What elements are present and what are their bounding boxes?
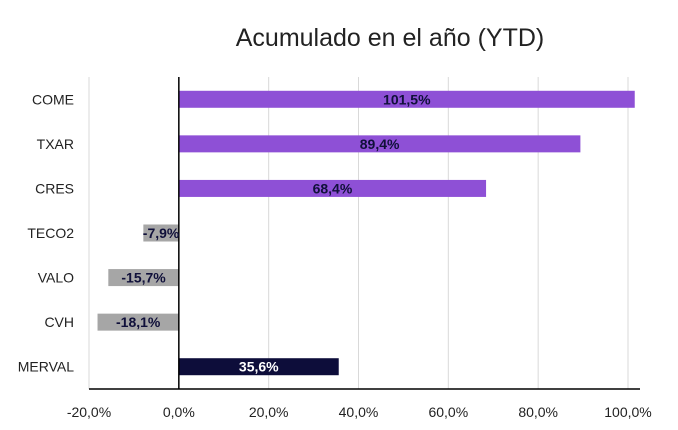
category-label: VALO (38, 270, 74, 286)
bar (178, 179, 487, 197)
axes (89, 77, 640, 390)
x-tick-label: 60,0% (428, 404, 468, 420)
bars (97, 90, 635, 376)
category-labels: COME TXAR CRES TECO2 VALO CVH MERVAL (18, 91, 74, 374)
data-label: 35,6% (239, 359, 279, 375)
x-tick-label: 0,0% (163, 404, 195, 420)
chart-title: Acumulado en el año (YTD) (236, 24, 544, 52)
x-tick-label: 100,0% (604, 404, 651, 420)
data-label: 68,4% (313, 180, 353, 196)
data-label: -7,9% (143, 225, 180, 241)
bar (178, 135, 581, 153)
x-tick-label: 40,0% (339, 404, 379, 420)
category-label: CRES (35, 180, 74, 196)
bar (108, 269, 179, 287)
x-tick-labels: -20,0% 0,0% 20,0% 40,0% 60,0% 80,0% 100,0% (67, 404, 652, 420)
category-label: COME (32, 91, 74, 107)
x-tick-label: 80,0% (518, 404, 558, 420)
bar (97, 313, 179, 331)
category-label: MERVAL (18, 359, 74, 375)
bar (178, 358, 339, 376)
x-tick-label: 20,0% (249, 404, 289, 420)
bar (143, 224, 179, 242)
data-label: -15,7% (121, 270, 166, 286)
category-label: TECO2 (27, 225, 74, 241)
bar (178, 90, 635, 108)
data-label: -18,1% (116, 314, 161, 330)
gridlines (88, 77, 629, 389)
category-label: TXAR (37, 136, 74, 152)
data-label: 101,5% (383, 91, 431, 107)
category-label: CVH (44, 314, 74, 330)
data-labels: 101,5% 89,4% 68,4% -7,9% -15,7% -18,1% 35,6% (116, 91, 431, 374)
x-tick-label: -20,0% (67, 404, 111, 420)
data-label: 89,4% (360, 136, 400, 152)
